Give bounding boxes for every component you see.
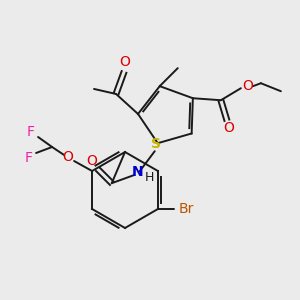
Text: Br: Br	[178, 202, 194, 216]
Text: N: N	[132, 165, 144, 179]
Text: O: O	[224, 121, 234, 135]
Text: O: O	[242, 79, 253, 93]
Text: F: F	[25, 151, 33, 165]
Text: O: O	[120, 55, 130, 69]
Text: S: S	[151, 137, 161, 151]
Text: H: H	[145, 171, 154, 184]
Text: O: O	[86, 154, 97, 168]
Text: F: F	[27, 125, 35, 139]
Text: O: O	[63, 150, 74, 164]
